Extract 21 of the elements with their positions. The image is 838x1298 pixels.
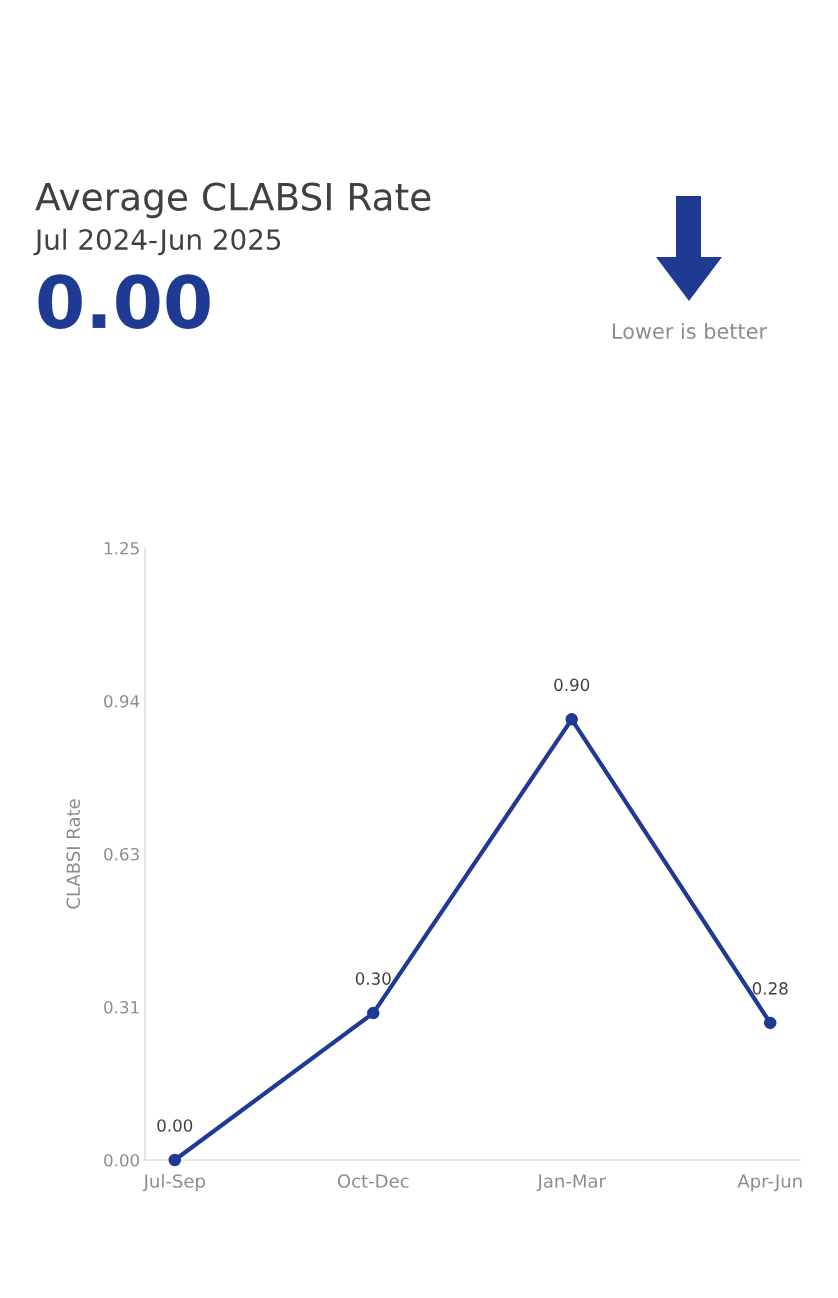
point: [168, 1153, 182, 1167]
data-label: 0.30: [355, 972, 391, 985]
y-axis-title: CLABSI Rate: [66, 799, 81, 909]
x-tick-label: Oct-Dec: [337, 1174, 409, 1188]
point: [565, 713, 578, 726]
y-tick-label: 1.25: [104, 541, 139, 555]
y-tick-label: 0.63: [104, 847, 139, 861]
y-tick-label: 0.94: [104, 694, 140, 708]
data-label: 0.00: [157, 1119, 193, 1132]
x-tick-label: Jul-Sep: [142, 1173, 205, 1192]
data-label: 0.28: [752, 982, 788, 995]
chart-title: Average CLABSI Rate: [35, 182, 431, 219]
x-tick-label: Jan-Mar: [536, 1174, 606, 1192]
y-tick-label: 0.31: [104, 1000, 139, 1014]
text: Lower is better: [613, 322, 768, 340]
chart-subtitle: Jul 2024-Jun 2025: [33, 228, 281, 256]
data-label: 0.90: [554, 678, 590, 692]
y-tick-label: 0.00: [104, 1153, 140, 1167]
x-tick-label: Apr-Jun: [737, 1174, 802, 1192]
point: [763, 1016, 777, 1030]
point: [367, 1006, 380, 1020]
